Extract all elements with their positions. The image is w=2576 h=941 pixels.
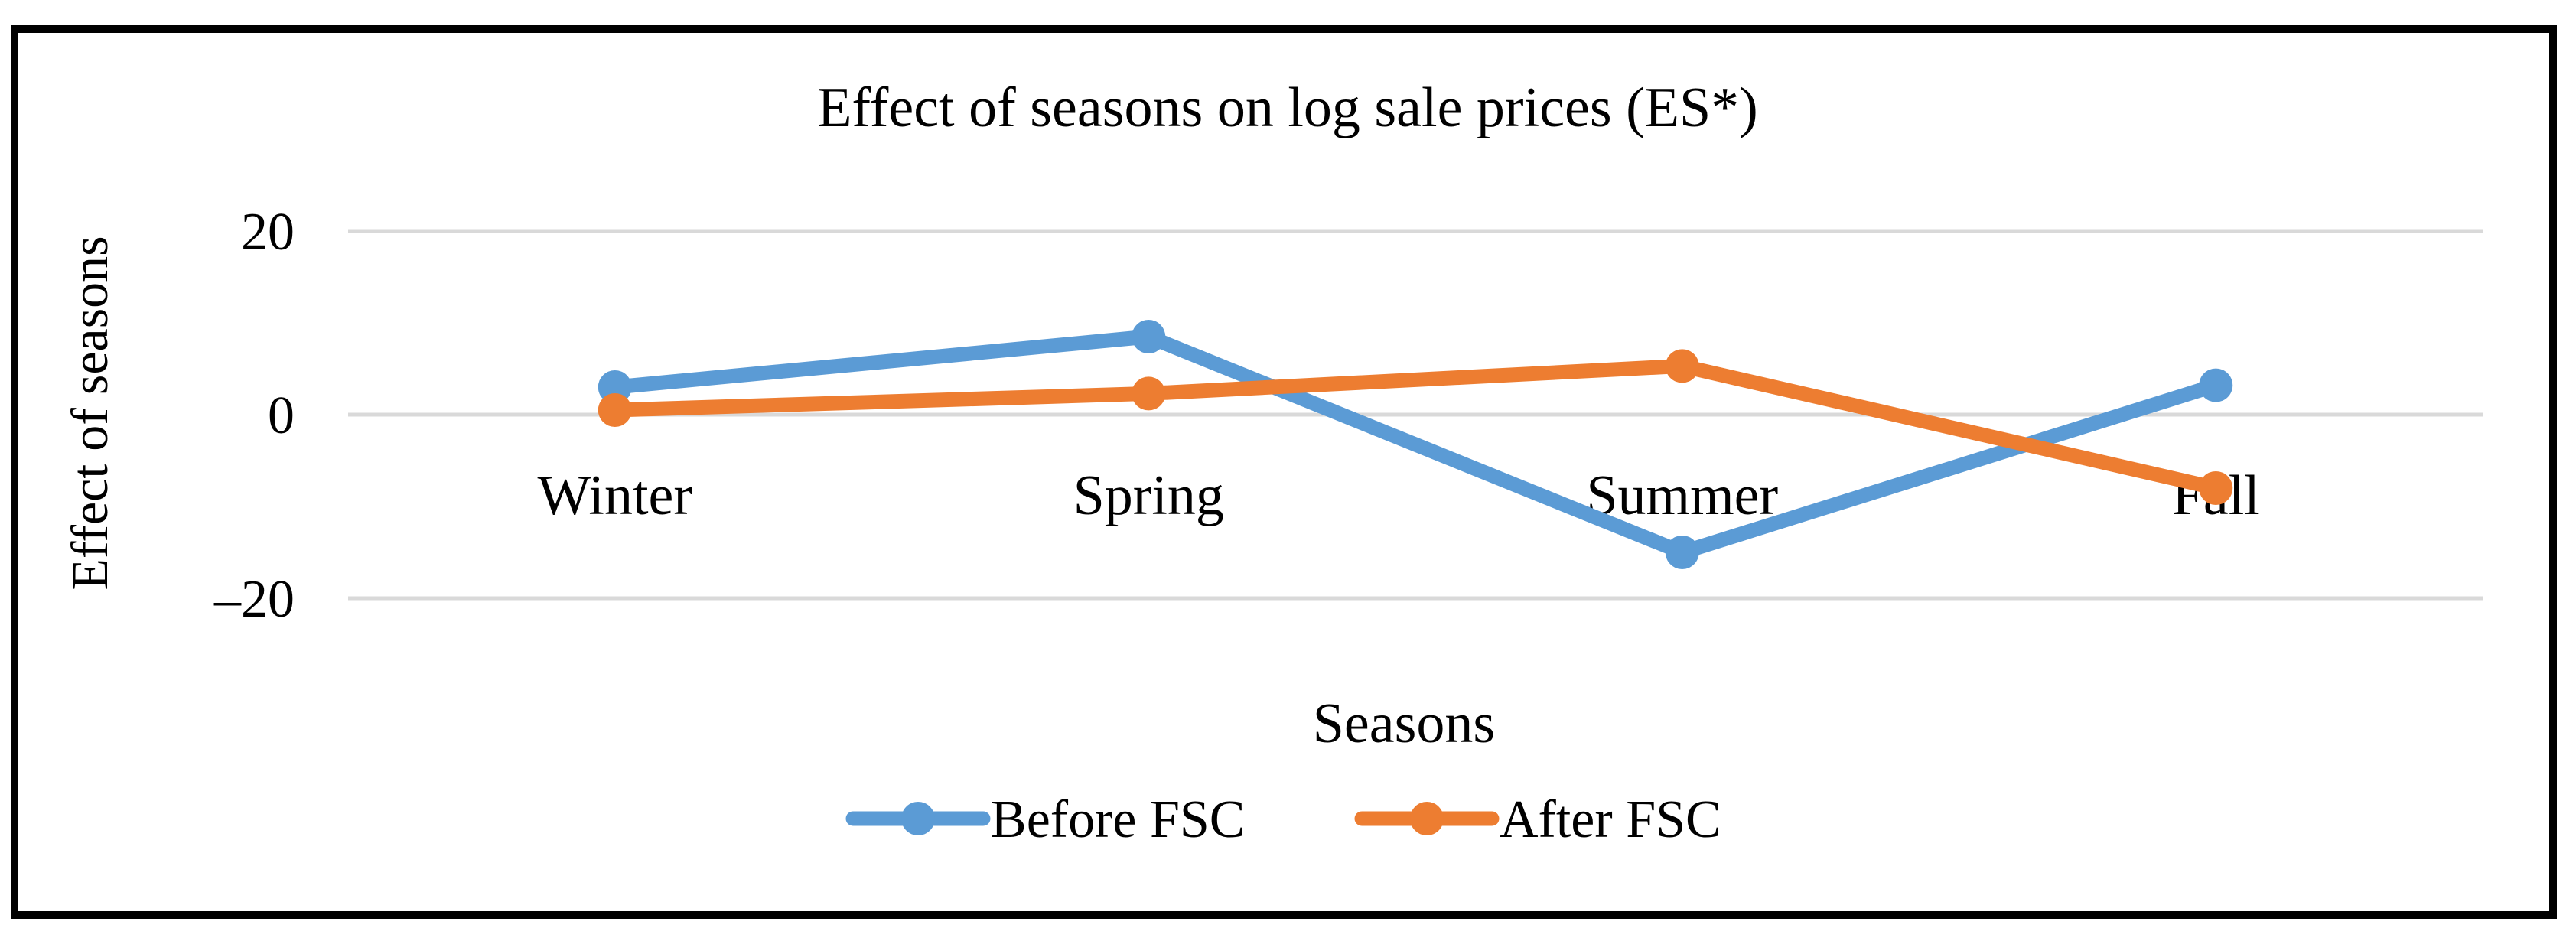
x-category-label: Winter (538, 464, 693, 527)
y-tick-label: 20 (241, 203, 295, 262)
legend-item: Before FSC (845, 790, 1246, 849)
data-point (598, 393, 632, 427)
data-point (1665, 536, 1699, 569)
legend-label: After FSC (1500, 790, 1721, 849)
y-tick-label: 0 (268, 386, 295, 445)
legend-swatch-marker (901, 802, 935, 835)
legend-item: After FSC (1354, 790, 1721, 849)
data-point (1132, 376, 1166, 411)
y-axis-ticks: 20 0 –20 (213, 203, 295, 629)
chart-title: Effect of seasons on log sale prices (ES… (817, 77, 1758, 139)
series-after-fsc (598, 349, 2233, 505)
data-point (1132, 320, 1166, 353)
series-line (607, 329, 2223, 560)
x-axis-categories: WinterSpringSummerFall (538, 464, 2260, 527)
y-axis-label: Effect of seasons (60, 236, 119, 590)
legend-swatch-marker (1410, 802, 1444, 835)
x-axis-label: Seasons (1313, 692, 1495, 755)
series-line (607, 358, 2223, 496)
legend: Before FSC After FSC (845, 790, 1721, 849)
data-point (2199, 471, 2233, 505)
x-category-label: Spring (1073, 464, 1224, 527)
data-point (2199, 368, 2233, 402)
data-point (1665, 349, 1699, 383)
series-before-fsc (598, 320, 2233, 569)
y-tick-label: –20 (213, 570, 295, 629)
legend-label: Before FSC (991, 790, 1246, 849)
x-category-label: Summer (1586, 464, 1778, 527)
data-series (598, 320, 2233, 569)
